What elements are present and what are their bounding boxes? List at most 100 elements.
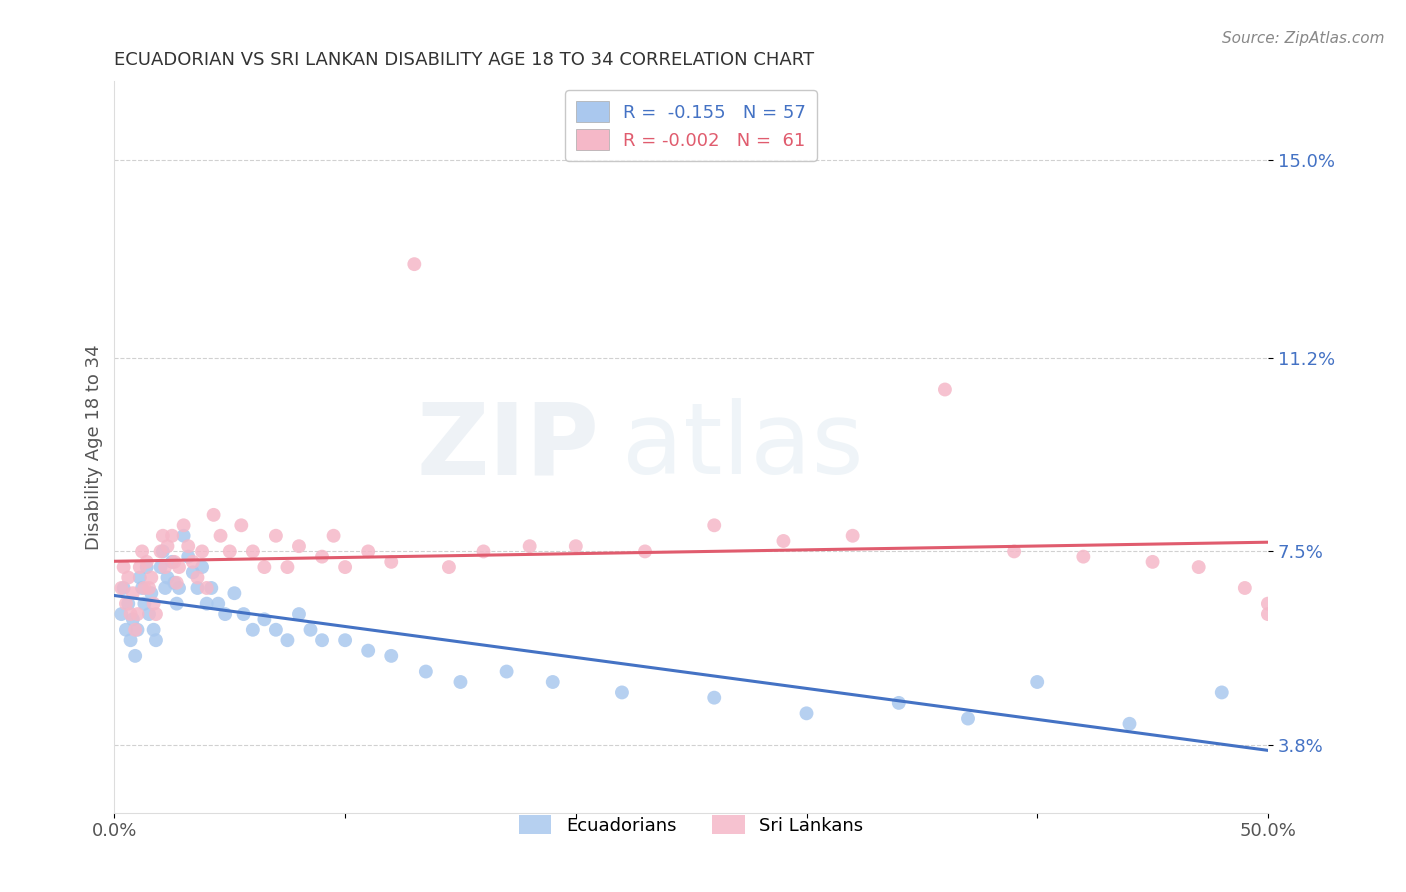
Point bbox=[541, 675, 564, 690]
Point bbox=[117, 570, 139, 584]
Point bbox=[131, 544, 153, 558]
Point bbox=[173, 518, 195, 533]
Point bbox=[1073, 549, 1095, 564]
Point bbox=[380, 555, 402, 569]
Point bbox=[703, 690, 725, 705]
Point bbox=[141, 570, 163, 584]
Point bbox=[112, 581, 135, 595]
Point bbox=[1211, 685, 1233, 699]
Point bbox=[288, 607, 311, 621]
Point bbox=[242, 544, 264, 558]
Point bbox=[1002, 544, 1025, 558]
Point bbox=[134, 581, 156, 595]
Point bbox=[276, 560, 298, 574]
Point bbox=[141, 586, 163, 600]
Text: ZIP: ZIP bbox=[416, 399, 599, 495]
Point bbox=[437, 560, 460, 574]
Point bbox=[110, 607, 132, 621]
Point bbox=[703, 518, 725, 533]
Point bbox=[322, 529, 344, 543]
Point bbox=[163, 575, 186, 590]
Point bbox=[202, 508, 225, 522]
Point bbox=[288, 539, 311, 553]
Point bbox=[142, 623, 165, 637]
Text: ECUADORIAN VS SRI LANKAN DISABILITY AGE 18 TO 34 CORRELATION CHART: ECUADORIAN VS SRI LANKAN DISABILITY AGE … bbox=[114, 51, 814, 69]
Point bbox=[796, 706, 818, 721]
Point bbox=[276, 633, 298, 648]
Point bbox=[218, 544, 240, 558]
Point bbox=[495, 665, 517, 679]
Point bbox=[128, 560, 150, 574]
Point bbox=[231, 518, 253, 533]
Point bbox=[153, 581, 176, 595]
Point bbox=[195, 597, 218, 611]
Y-axis label: Disability Age 18 to 34: Disability Age 18 to 34 bbox=[86, 344, 103, 549]
Point bbox=[207, 597, 229, 611]
Point bbox=[145, 633, 167, 648]
Point bbox=[415, 665, 437, 679]
Point bbox=[449, 675, 471, 690]
Point bbox=[163, 555, 186, 569]
Point bbox=[177, 549, 200, 564]
Point bbox=[887, 696, 910, 710]
Point bbox=[181, 566, 204, 580]
Point bbox=[1118, 716, 1140, 731]
Point bbox=[124, 648, 146, 663]
Point bbox=[209, 529, 232, 543]
Point bbox=[380, 648, 402, 663]
Point bbox=[115, 623, 138, 637]
Point bbox=[1142, 555, 1164, 569]
Point bbox=[264, 623, 287, 637]
Point bbox=[214, 607, 236, 621]
Point bbox=[135, 560, 157, 574]
Point bbox=[224, 586, 246, 600]
Point bbox=[634, 544, 657, 558]
Point bbox=[152, 544, 174, 558]
Point bbox=[110, 581, 132, 595]
Point bbox=[128, 570, 150, 584]
Point bbox=[131, 581, 153, 595]
Point bbox=[142, 597, 165, 611]
Point bbox=[333, 633, 356, 648]
Point bbox=[253, 560, 276, 574]
Point bbox=[160, 555, 183, 569]
Text: Source: ZipAtlas.com: Source: ZipAtlas.com bbox=[1222, 31, 1385, 46]
Point bbox=[115, 597, 138, 611]
Point bbox=[138, 581, 160, 595]
Point bbox=[242, 623, 264, 637]
Point bbox=[186, 581, 208, 595]
Point bbox=[138, 607, 160, 621]
Point bbox=[841, 529, 863, 543]
Point bbox=[167, 560, 190, 574]
Point bbox=[191, 560, 214, 574]
Point bbox=[357, 544, 380, 558]
Point bbox=[173, 529, 195, 543]
Point bbox=[253, 612, 276, 626]
Point bbox=[149, 544, 172, 558]
Point bbox=[404, 257, 426, 271]
Legend: Ecuadorians, Sri Lankans: Ecuadorians, Sri Lankans bbox=[510, 806, 873, 844]
Point bbox=[956, 712, 979, 726]
Point bbox=[357, 643, 380, 657]
Point bbox=[127, 607, 149, 621]
Point bbox=[112, 560, 135, 574]
Point bbox=[117, 597, 139, 611]
Point bbox=[1188, 560, 1211, 574]
Point bbox=[264, 529, 287, 543]
Point bbox=[167, 581, 190, 595]
Point bbox=[1233, 581, 1256, 595]
Point bbox=[122, 612, 145, 626]
Point bbox=[149, 560, 172, 574]
Point bbox=[135, 555, 157, 569]
Point bbox=[1257, 597, 1279, 611]
Point bbox=[1026, 675, 1049, 690]
Point bbox=[166, 597, 188, 611]
Point bbox=[333, 560, 356, 574]
Point bbox=[186, 570, 208, 584]
Point bbox=[311, 549, 333, 564]
Point bbox=[153, 560, 176, 574]
Point bbox=[311, 633, 333, 648]
Point bbox=[124, 623, 146, 637]
Point bbox=[152, 529, 174, 543]
Text: atlas: atlas bbox=[621, 399, 863, 495]
